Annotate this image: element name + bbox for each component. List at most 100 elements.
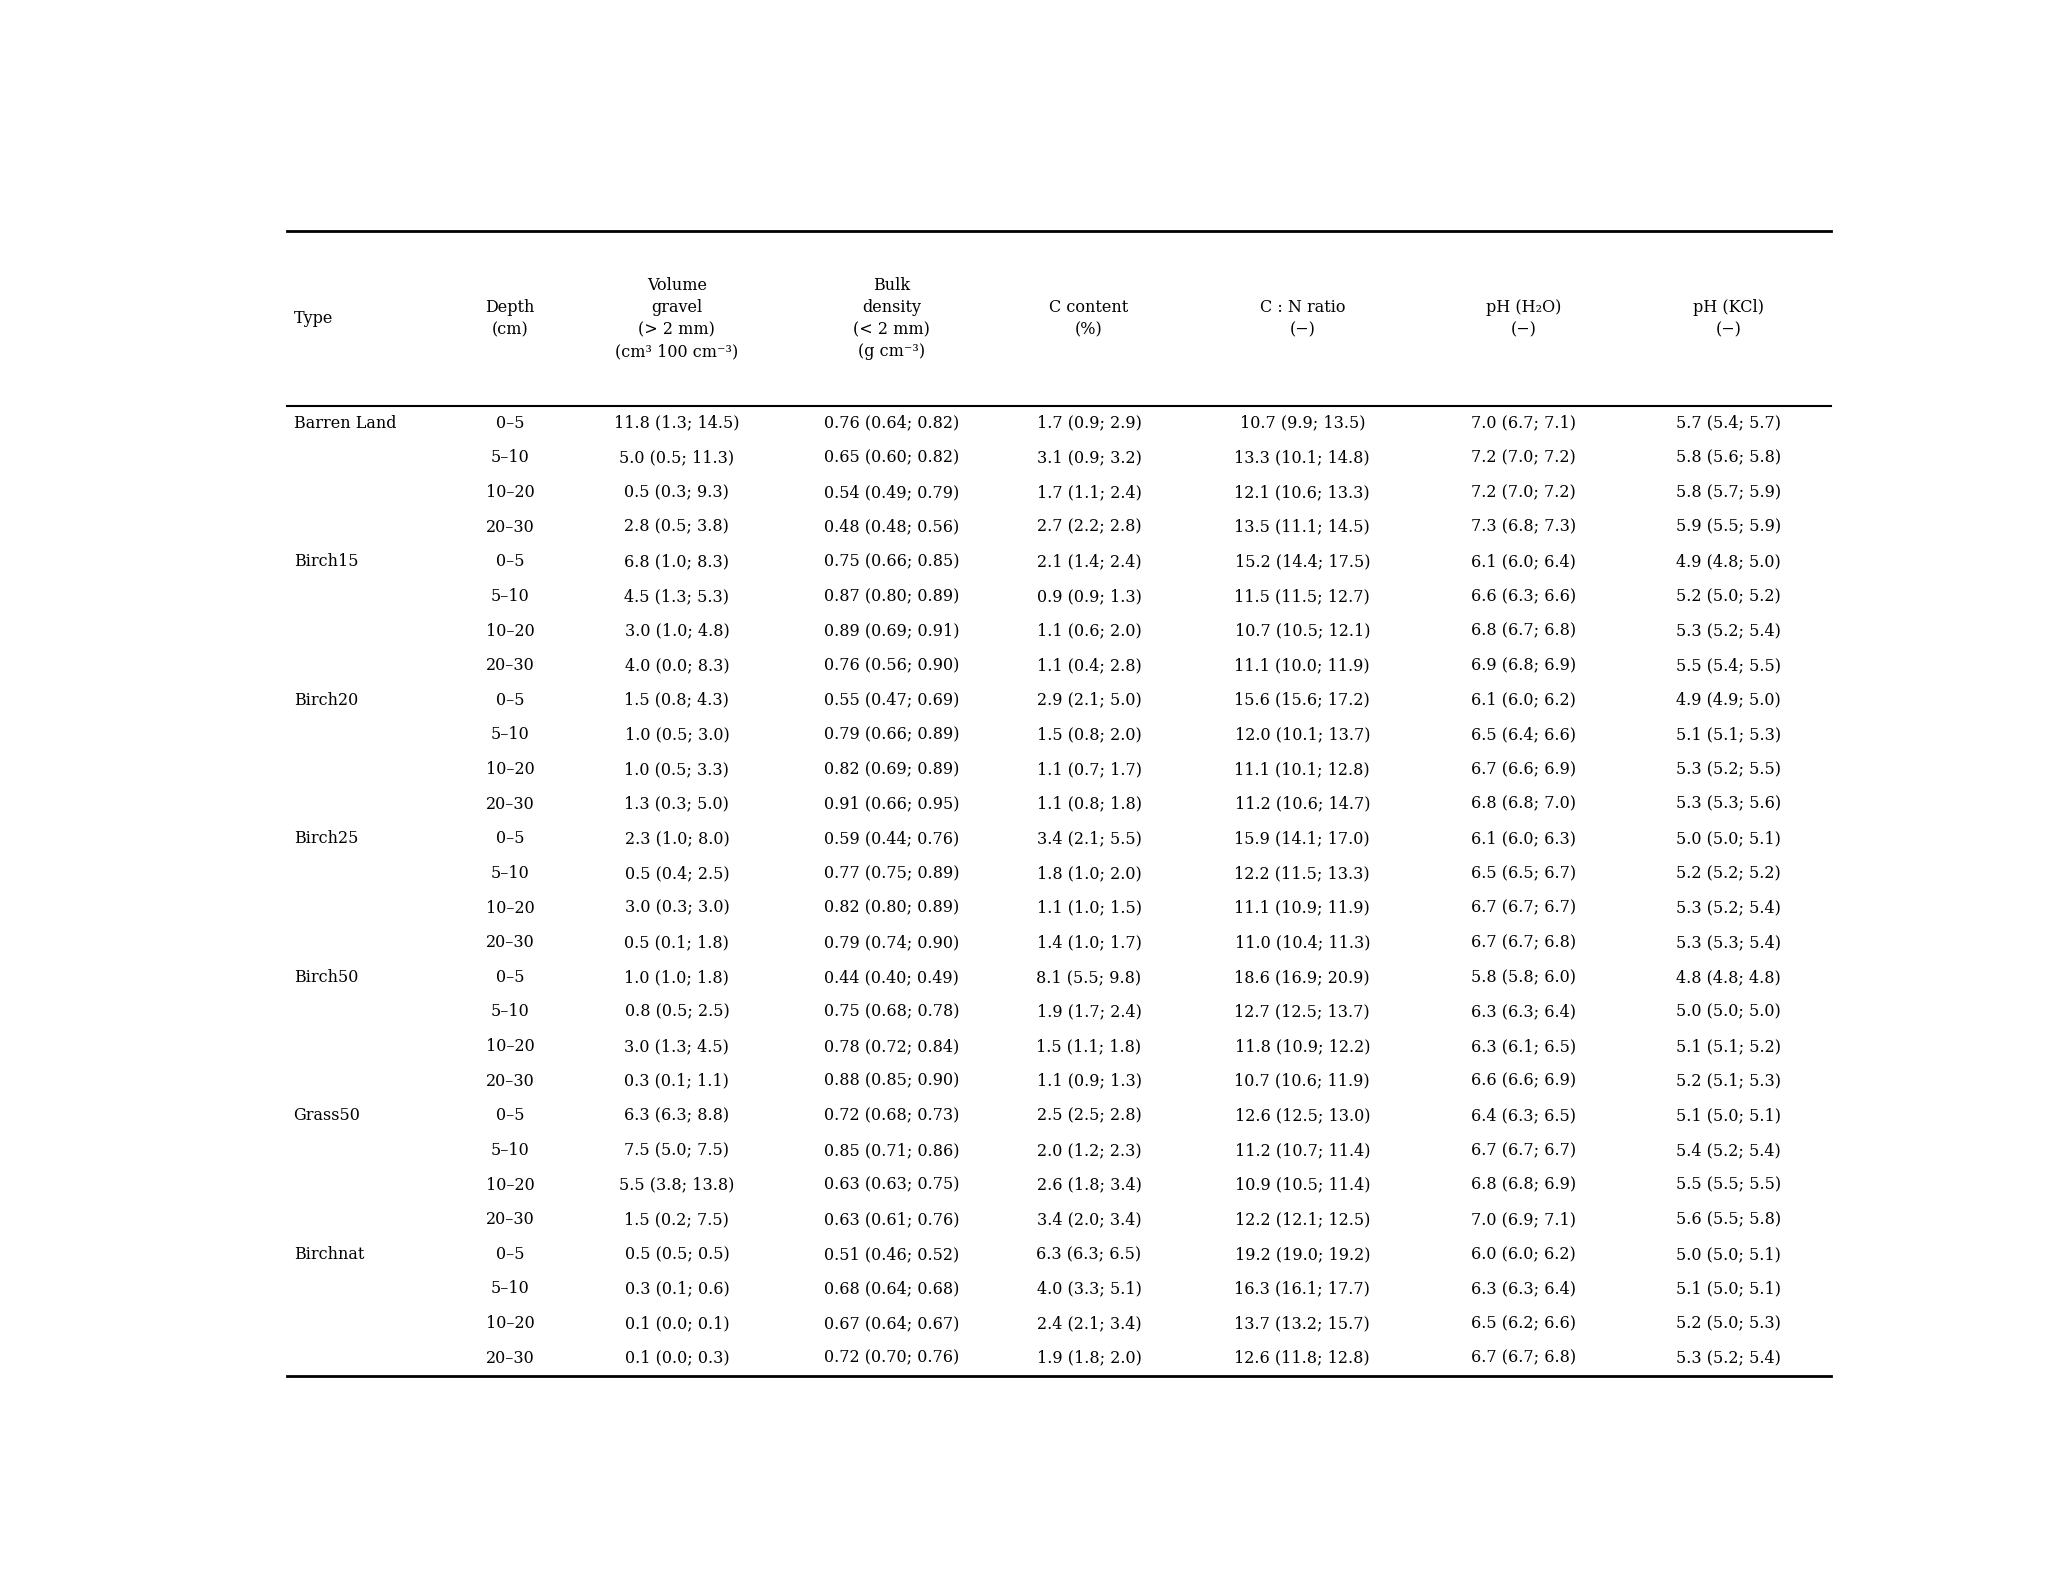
- Text: 2.7 (2.2; 2.8): 2.7 (2.2; 2.8): [1038, 518, 1141, 535]
- Text: 20–30: 20–30: [486, 1072, 535, 1090]
- Text: 2.0 (1.2; 2.3): 2.0 (1.2; 2.3): [1038, 1141, 1141, 1159]
- Text: 3.0 (1.3; 4.5): 3.0 (1.3; 4.5): [624, 1038, 730, 1055]
- Text: 15.6 (15.6; 17.2): 15.6 (15.6; 17.2): [1234, 692, 1370, 708]
- Text: 0.76 (0.56; 0.90): 0.76 (0.56; 0.90): [825, 658, 959, 674]
- Text: Depth
(cm): Depth (cm): [486, 298, 535, 338]
- Text: 5.8 (5.8; 6.0): 5.8 (5.8; 6.0): [1472, 969, 1575, 986]
- Text: 6.7 (6.7; 6.7): 6.7 (6.7; 6.7): [1472, 1141, 1577, 1159]
- Text: 0.63 (0.63; 0.75): 0.63 (0.63; 0.75): [825, 1176, 959, 1193]
- Text: 0.79 (0.66; 0.89): 0.79 (0.66; 0.89): [825, 727, 959, 744]
- Text: 0–5: 0–5: [496, 692, 525, 708]
- Text: 20–30: 20–30: [486, 1210, 535, 1228]
- Text: 5.2 (5.1; 5.3): 5.2 (5.1; 5.3): [1676, 1072, 1782, 1090]
- Text: 0.1 (0.0; 0.1): 0.1 (0.0; 0.1): [624, 1316, 730, 1331]
- Text: 2.9 (2.1; 5.0): 2.9 (2.1; 5.0): [1038, 692, 1141, 708]
- Text: 6.1 (6.0; 6.4): 6.1 (6.0; 6.4): [1472, 553, 1575, 570]
- Text: 8.1 (5.5; 9.8): 8.1 (5.5; 9.8): [1036, 969, 1141, 986]
- Text: 6.5 (6.2; 6.6): 6.5 (6.2; 6.6): [1472, 1316, 1575, 1331]
- Text: 5–10: 5–10: [490, 1003, 529, 1020]
- Text: 20–30: 20–30: [486, 796, 535, 813]
- Text: 10–20: 10–20: [486, 1316, 535, 1331]
- Text: 0.82 (0.69; 0.89): 0.82 (0.69; 0.89): [825, 761, 959, 779]
- Text: 6.7 (6.6; 6.9): 6.7 (6.6; 6.9): [1472, 761, 1577, 779]
- Text: 10.7 (10.5; 12.1): 10.7 (10.5; 12.1): [1234, 623, 1370, 639]
- Text: 0.3 (0.1; 1.1): 0.3 (0.1; 1.1): [624, 1072, 730, 1090]
- Text: 6.5 (6.5; 6.7): 6.5 (6.5; 6.7): [1472, 865, 1577, 882]
- Text: Birch50: Birch50: [294, 969, 358, 986]
- Text: 12.2 (12.1; 12.5): 12.2 (12.1; 12.5): [1234, 1210, 1370, 1228]
- Text: 0.85 (0.71; 0.86): 0.85 (0.71; 0.86): [825, 1141, 959, 1159]
- Text: C : N ratio
(−): C : N ratio (−): [1259, 298, 1346, 338]
- Text: Barren Land: Barren Land: [294, 414, 397, 432]
- Text: 1.5 (1.1; 1.8): 1.5 (1.1; 1.8): [1036, 1038, 1141, 1055]
- Text: 5.3 (5.2; 5.4): 5.3 (5.2; 5.4): [1676, 623, 1782, 639]
- Text: 5.2 (5.2; 5.2): 5.2 (5.2; 5.2): [1676, 865, 1782, 882]
- Text: 5.3 (5.3; 5.4): 5.3 (5.3; 5.4): [1676, 934, 1782, 951]
- Text: 5.4 (5.2; 5.4): 5.4 (5.2; 5.4): [1676, 1141, 1782, 1159]
- Text: 1.5 (0.8; 4.3): 1.5 (0.8; 4.3): [624, 692, 730, 708]
- Text: 5.5 (5.5; 5.5): 5.5 (5.5; 5.5): [1676, 1176, 1782, 1193]
- Text: Bulk
density
(< 2 mm)
(g cm⁻³): Bulk density (< 2 mm) (g cm⁻³): [854, 276, 930, 360]
- Text: 4.5 (1.3; 5.3): 4.5 (1.3; 5.3): [624, 587, 730, 604]
- Text: 10–20: 10–20: [486, 1038, 535, 1055]
- Text: 0.5 (0.1; 1.8): 0.5 (0.1; 1.8): [624, 934, 730, 951]
- Text: 0–5: 0–5: [496, 831, 525, 848]
- Text: 0.55 (0.47; 0.69): 0.55 (0.47; 0.69): [825, 692, 959, 708]
- Text: 1.7 (1.1; 2.4): 1.7 (1.1; 2.4): [1036, 484, 1141, 501]
- Text: 5.3 (5.2; 5.4): 5.3 (5.2; 5.4): [1676, 1350, 1782, 1367]
- Text: 20–30: 20–30: [486, 934, 535, 951]
- Text: 5–10: 5–10: [490, 1281, 529, 1297]
- Text: 4.0 (3.3; 5.1): 4.0 (3.3; 5.1): [1036, 1281, 1141, 1297]
- Text: 1.9 (1.7; 2.4): 1.9 (1.7; 2.4): [1036, 1003, 1141, 1020]
- Text: 5.1 (5.1; 5.3): 5.1 (5.1; 5.3): [1676, 727, 1782, 744]
- Text: 1.1 (0.8; 1.8): 1.1 (0.8; 1.8): [1036, 796, 1141, 813]
- Text: 15.9 (14.1; 17.0): 15.9 (14.1; 17.0): [1234, 831, 1370, 848]
- Text: 2.6 (1.8; 3.4): 2.6 (1.8; 3.4): [1036, 1176, 1141, 1193]
- Text: 6.3 (6.3; 8.8): 6.3 (6.3; 8.8): [624, 1107, 730, 1124]
- Text: 5–10: 5–10: [490, 727, 529, 744]
- Text: 5.3 (5.3; 5.6): 5.3 (5.3; 5.6): [1676, 796, 1782, 813]
- Text: 6.3 (6.3; 6.5): 6.3 (6.3; 6.5): [1036, 1247, 1141, 1262]
- Text: 1.4 (1.0; 1.7): 1.4 (1.0; 1.7): [1036, 934, 1141, 951]
- Text: 11.2 (10.7; 11.4): 11.2 (10.7; 11.4): [1234, 1141, 1370, 1159]
- Text: 7.2 (7.0; 7.2): 7.2 (7.0; 7.2): [1472, 449, 1575, 466]
- Text: 3.4 (2.0; 3.4): 3.4 (2.0; 3.4): [1038, 1210, 1141, 1228]
- Text: C content
(%): C content (%): [1050, 298, 1129, 338]
- Text: 0.5 (0.3; 9.3): 0.5 (0.3; 9.3): [624, 484, 730, 501]
- Text: 6.8 (6.7; 6.8): 6.8 (6.7; 6.8): [1472, 623, 1577, 639]
- Text: 12.6 (11.8; 12.8): 12.6 (11.8; 12.8): [1234, 1350, 1370, 1367]
- Text: 11.0 (10.4; 11.3): 11.0 (10.4; 11.3): [1234, 934, 1370, 951]
- Text: 0.78 (0.72; 0.84): 0.78 (0.72; 0.84): [825, 1038, 959, 1055]
- Text: 12.0 (10.1; 13.7): 12.0 (10.1; 13.7): [1234, 727, 1370, 744]
- Text: 5.0 (5.0; 5.1): 5.0 (5.0; 5.1): [1676, 1247, 1782, 1262]
- Text: 5.5 (5.4; 5.5): 5.5 (5.4; 5.5): [1676, 658, 1782, 674]
- Text: 19.2 (19.0; 19.2): 19.2 (19.0; 19.2): [1234, 1247, 1370, 1262]
- Text: 0.1 (0.0; 0.3): 0.1 (0.0; 0.3): [624, 1350, 730, 1367]
- Text: 0.72 (0.68; 0.73): 0.72 (0.68; 0.73): [825, 1107, 959, 1124]
- Text: 6.3 (6.3; 6.4): 6.3 (6.3; 6.4): [1472, 1281, 1575, 1297]
- Text: 0–5: 0–5: [496, 1107, 525, 1124]
- Text: 5.7 (5.4; 5.7): 5.7 (5.4; 5.7): [1676, 414, 1782, 432]
- Text: 4.9 (4.9; 5.0): 4.9 (4.9; 5.0): [1676, 692, 1782, 708]
- Text: 5.1 (5.0; 5.1): 5.1 (5.0; 5.1): [1676, 1107, 1782, 1124]
- Text: 4.0 (0.0; 8.3): 4.0 (0.0; 8.3): [624, 658, 730, 674]
- Text: 4.8 (4.8; 4.8): 4.8 (4.8; 4.8): [1676, 969, 1782, 986]
- Text: Birch20: Birch20: [294, 692, 358, 708]
- Text: 4.9 (4.8; 5.0): 4.9 (4.8; 5.0): [1676, 553, 1782, 570]
- Text: 0.63 (0.61; 0.76): 0.63 (0.61; 0.76): [825, 1210, 959, 1228]
- Text: 2.1 (1.4; 2.4): 2.1 (1.4; 2.4): [1038, 553, 1141, 570]
- Text: 10.7 (9.9; 13.5): 10.7 (9.9; 13.5): [1240, 414, 1364, 432]
- Text: Volume
gravel
(> 2 mm)
(cm³ 100 cm⁻³): Volume gravel (> 2 mm) (cm³ 100 cm⁻³): [616, 276, 738, 360]
- Text: 0.79 (0.74; 0.90): 0.79 (0.74; 0.90): [825, 934, 959, 951]
- Text: 0.72 (0.70; 0.76): 0.72 (0.70; 0.76): [825, 1350, 959, 1367]
- Text: 1.1 (1.0; 1.5): 1.1 (1.0; 1.5): [1036, 900, 1141, 917]
- Text: 0–5: 0–5: [496, 414, 525, 432]
- Text: 0.51 (0.46; 0.52): 0.51 (0.46; 0.52): [825, 1247, 959, 1262]
- Text: 1.5 (0.2; 7.5): 1.5 (0.2; 7.5): [624, 1210, 730, 1228]
- Text: 0.68 (0.64; 0.68): 0.68 (0.64; 0.68): [825, 1281, 959, 1297]
- Text: 1.1 (0.7; 1.7): 1.1 (0.7; 1.7): [1036, 761, 1141, 779]
- Text: 5.6 (5.5; 5.8): 5.6 (5.5; 5.8): [1676, 1210, 1782, 1228]
- Text: 20–30: 20–30: [486, 658, 535, 674]
- Text: 6.3 (6.3; 6.4): 6.3 (6.3; 6.4): [1472, 1003, 1575, 1020]
- Text: 3.0 (1.0; 4.8): 3.0 (1.0; 4.8): [624, 623, 730, 639]
